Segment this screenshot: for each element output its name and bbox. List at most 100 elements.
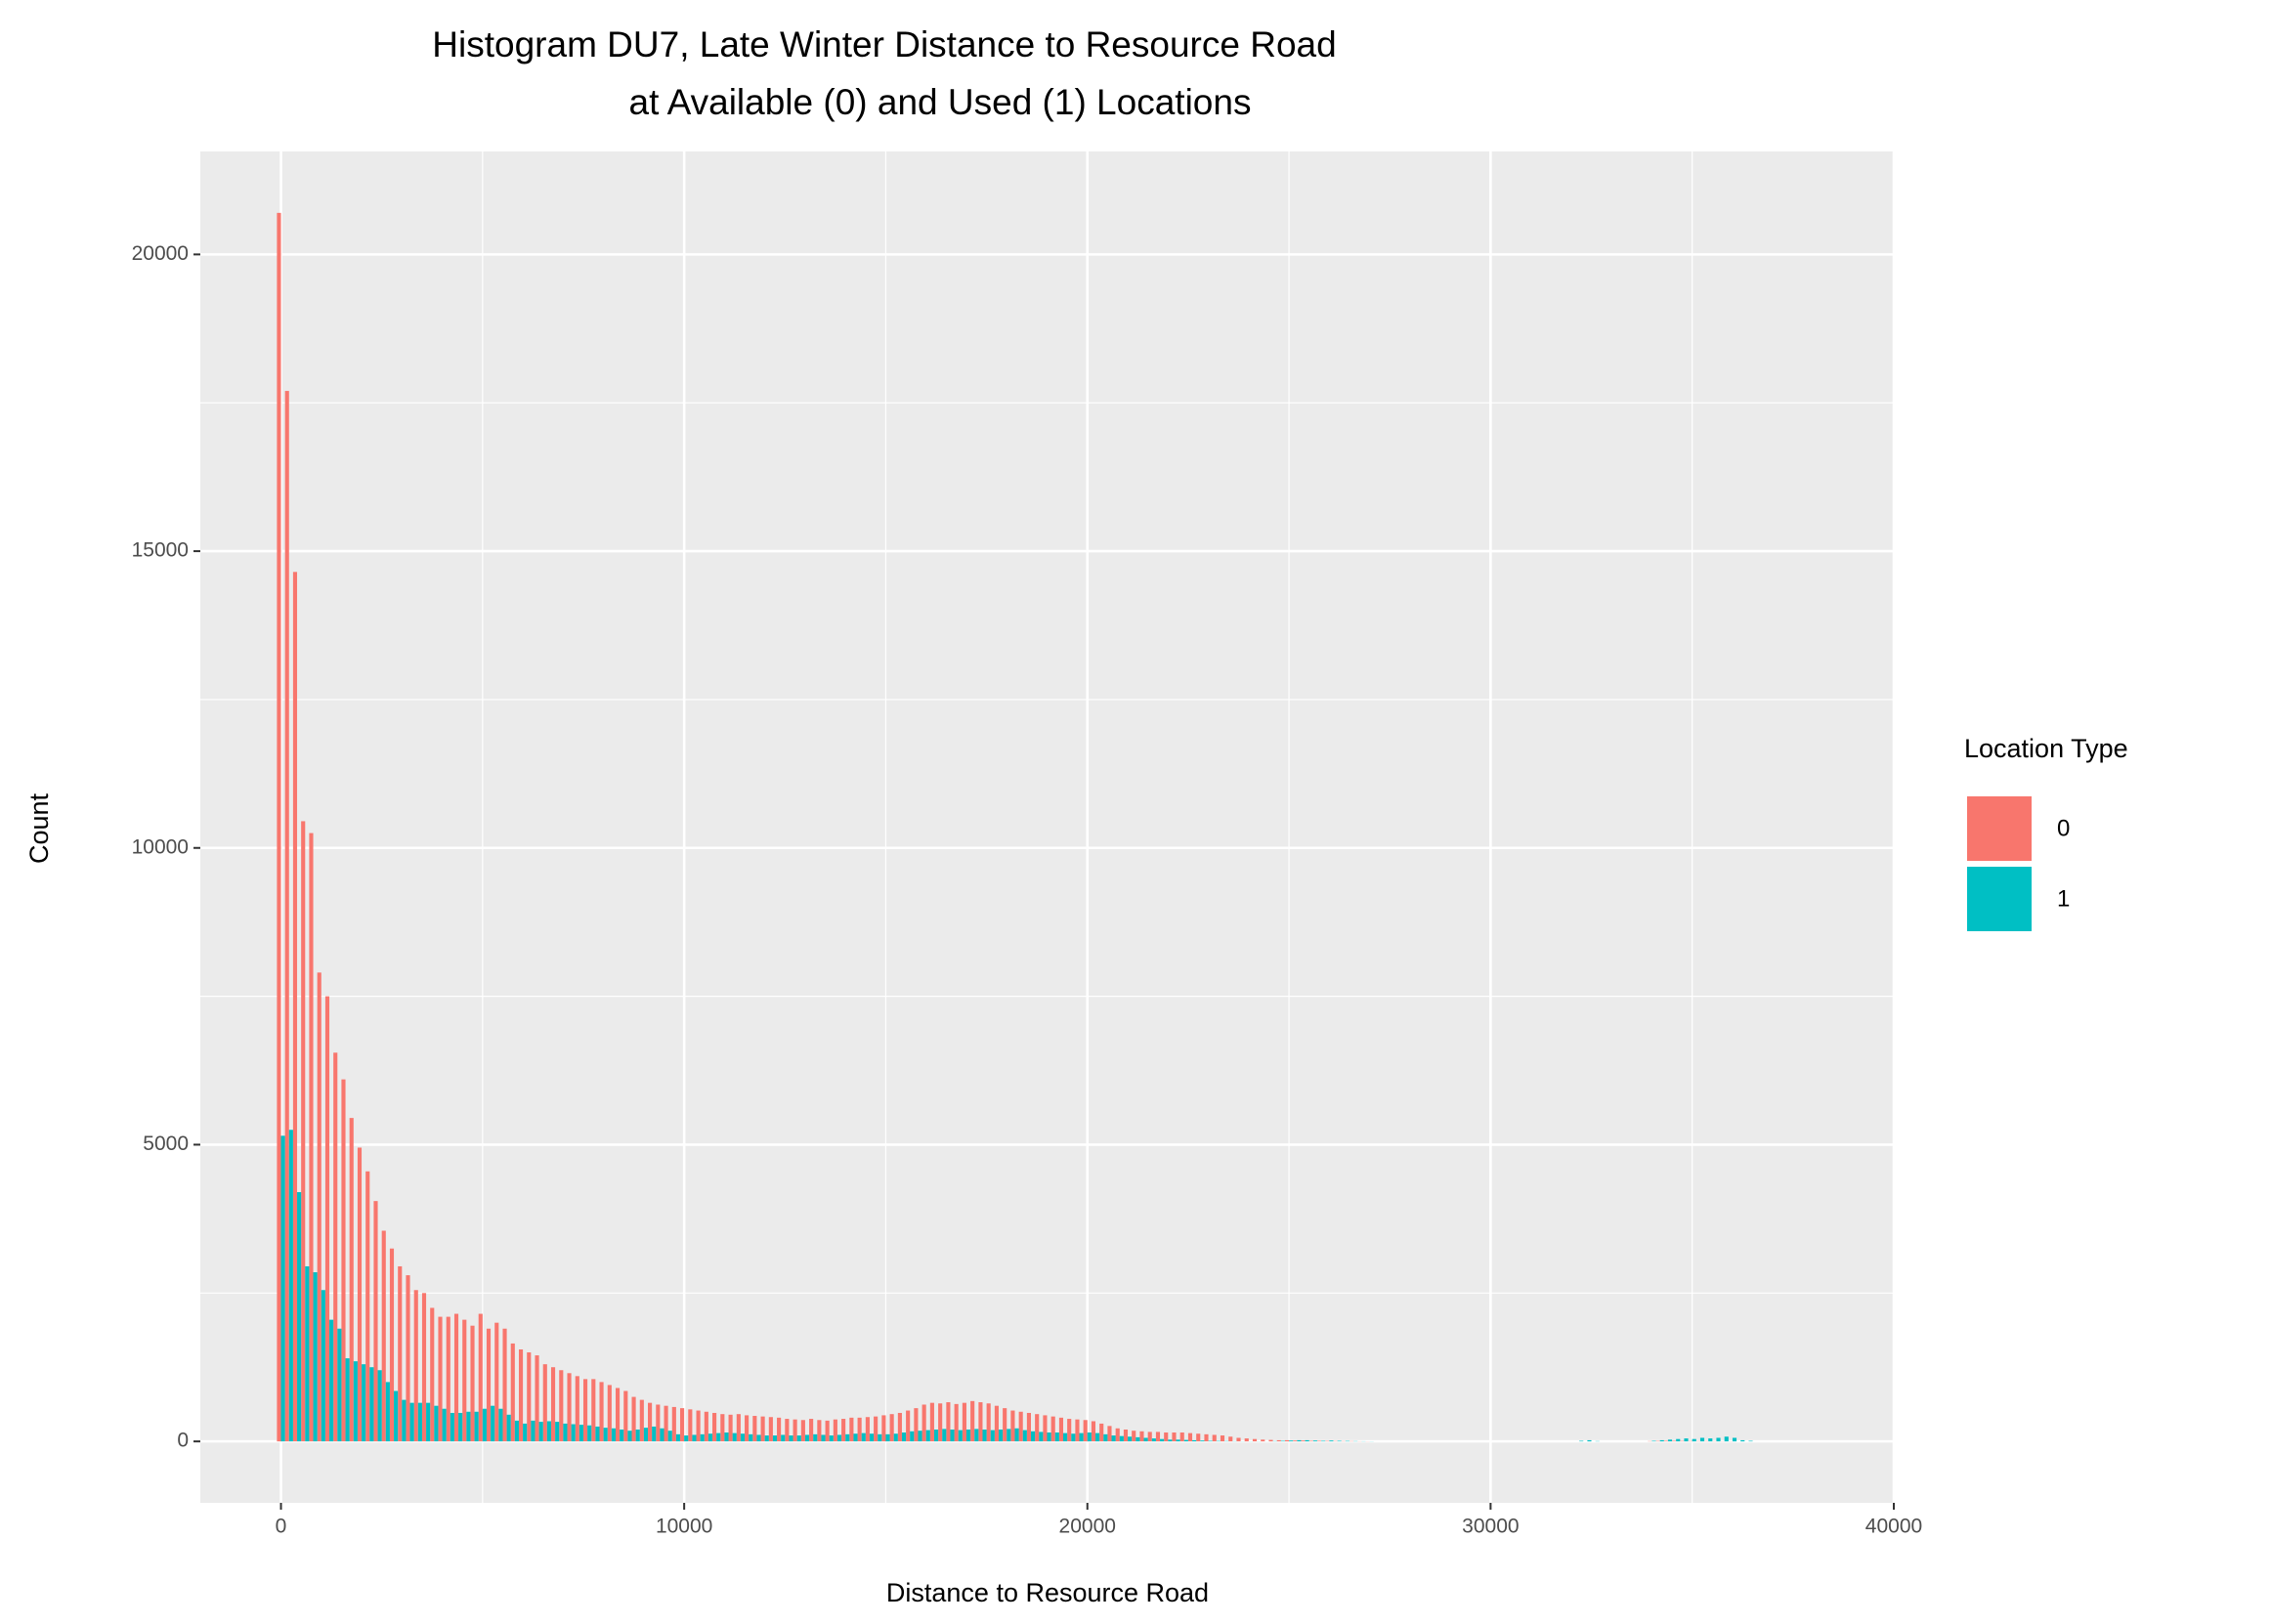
bar [675, 1433, 681, 1442]
bar [1192, 1439, 1197, 1442]
bar [1071, 1433, 1076, 1442]
bar [305, 1265, 310, 1442]
bar [958, 1430, 963, 1442]
bar [878, 1433, 882, 1442]
bar [1187, 1432, 1193, 1442]
bar [1050, 1416, 1055, 1442]
bar [881, 1415, 886, 1442]
bar [728, 1414, 733, 1442]
bar [373, 1201, 378, 1442]
bar [491, 1405, 495, 1442]
bar [1337, 1440, 1342, 1442]
bar [1091, 1421, 1096, 1442]
bar [1329, 1440, 1334, 1442]
bar [804, 1434, 810, 1442]
chart-title: Histogram DU7, Late Winter Distance to R… [432, 24, 1336, 64]
bar [724, 1432, 729, 1442]
bar [656, 1404, 661, 1442]
bar [1579, 1440, 1584, 1442]
bar [527, 1352, 532, 1442]
bar [1724, 1436, 1729, 1442]
y-axis-title: Count [24, 792, 54, 864]
bar [1176, 1439, 1180, 1442]
bar [329, 1319, 334, 1442]
bar [1026, 1412, 1031, 1442]
bar [970, 1400, 975, 1442]
bar [486, 1328, 492, 1442]
bar [781, 1434, 786, 1442]
bar [1236, 1437, 1241, 1442]
bar [478, 1313, 483, 1442]
bar [1692, 1438, 1696, 1442]
bar [925, 1430, 930, 1442]
bar [1030, 1431, 1036, 1442]
bar [1075, 1419, 1080, 1442]
x-tick-label: 10000 [656, 1516, 712, 1538]
bar [1160, 1438, 1165, 1442]
bar [582, 1379, 588, 1442]
bar [297, 1192, 302, 1442]
bar [716, 1432, 721, 1442]
bar [538, 1422, 543, 1442]
bar [1276, 1439, 1281, 1442]
bar [595, 1426, 600, 1442]
bar [1095, 1432, 1100, 1442]
bar [635, 1429, 640, 1442]
bar [531, 1420, 536, 1442]
bars [277, 212, 1753, 1442]
bar [643, 1428, 649, 1442]
bar [1147, 1432, 1152, 1442]
bar [631, 1396, 636, 1442]
bar [1312, 1440, 1317, 1442]
bar [1172, 1432, 1177, 1442]
bar [918, 1431, 922, 1442]
bar [1143, 1437, 1148, 1442]
bar [760, 1416, 765, 1442]
bar [1321, 1440, 1326, 1442]
bar [1063, 1432, 1068, 1442]
bar [406, 1275, 410, 1442]
bar [652, 1426, 657, 1442]
bar [764, 1435, 769, 1442]
bar [1748, 1440, 1753, 1442]
y-tick-label: 10000 [132, 835, 189, 858]
bar [1196, 1433, 1201, 1442]
bar [603, 1428, 608, 1442]
bar [901, 1432, 907, 1442]
bar [438, 1316, 443, 1442]
bar [365, 1171, 370, 1442]
bar [749, 1433, 753, 1442]
bar [1252, 1438, 1258, 1442]
bar [696, 1410, 701, 1442]
bar [889, 1414, 894, 1442]
bar [793, 1419, 797, 1442]
bar [1716, 1437, 1721, 1442]
bar [615, 1388, 621, 1442]
bar [800, 1420, 805, 1442]
legend-key [1967, 796, 2032, 861]
bar [785, 1419, 790, 1442]
bar [421, 1293, 427, 1442]
bar [301, 821, 306, 1442]
bar [821, 1434, 826, 1442]
x-tick-label: 40000 [1865, 1516, 1922, 1538]
bar [353, 1361, 358, 1442]
bar [836, 1434, 842, 1442]
bar [1316, 1440, 1322, 1442]
bar [571, 1424, 576, 1442]
bar [1305, 1439, 1309, 1442]
bar [885, 1433, 890, 1442]
bar [965, 1429, 971, 1442]
bar [458, 1412, 463, 1442]
bar [349, 1118, 354, 1442]
bar [1280, 1440, 1285, 1442]
bar [341, 1079, 346, 1442]
bar [1289, 1440, 1294, 1442]
bar [998, 1429, 1004, 1442]
bar [1014, 1428, 1019, 1442]
bar [337, 1328, 342, 1442]
bar [502, 1328, 507, 1442]
bar [700, 1433, 705, 1442]
bar [277, 212, 281, 1442]
bar [450, 1412, 454, 1442]
